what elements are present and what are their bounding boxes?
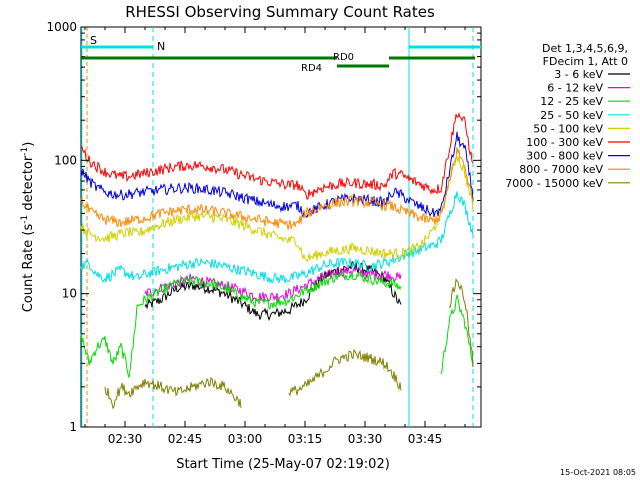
- legend: Det 1,3,4,5,6,9, FDecim 1, Att 0 3 - 6 k…: [505, 42, 630, 190]
- x-tick-label: 02:30: [108, 432, 143, 446]
- series-line: [80, 191, 474, 284]
- y-tick-label: 1: [69, 420, 77, 434]
- annotation-rd4-label: RD4: [301, 63, 322, 74]
- legend-entry-label: 300 - 800 keV: [526, 150, 603, 163]
- footer-timestamp: 15-Oct-2021 08:05: [560, 468, 636, 477]
- series-line: [80, 111, 474, 200]
- x-axis: 02:30 02:45 03:00 03:15 03:30 03:45: [84, 27, 466, 446]
- series-line: [80, 155, 474, 263]
- y-axis: 1 10 100 1000: [46, 20, 481, 434]
- legend-entry-label: 50 - 100 keV: [533, 122, 603, 135]
- event-markers: [81, 27, 474, 427]
- legend-entry-label: 100 - 300 keV: [526, 136, 603, 149]
- annotation-rd0-label: RD0: [333, 52, 354, 63]
- series-300-800-keV: [80, 131, 474, 219]
- series-line: [104, 376, 242, 410]
- series-line: [288, 348, 402, 397]
- y-tick-label: 100: [54, 153, 77, 167]
- y-tick-label: 10: [62, 287, 77, 301]
- legend-entry-label: 6 - 12 keV: [547, 82, 603, 95]
- series-line: [144, 265, 402, 303]
- series-line: [440, 294, 474, 375]
- series-100-300-keV: [80, 111, 474, 200]
- series-800-7000-keV: [80, 147, 474, 230]
- series-line: [80, 147, 474, 230]
- series-layer: [80, 111, 474, 410]
- annotation-n-label: N: [157, 40, 165, 53]
- x-axis-label: Start Time (25-May-07 02:19:02): [176, 457, 390, 472]
- series-line: [80, 270, 402, 378]
- series-3-6-keV: [144, 261, 402, 322]
- y-axis-label: Count Rate (s-1 detector-1): [20, 142, 36, 313]
- y-tick-label: 1000: [46, 20, 77, 34]
- series-7000-15000-keV: [104, 278, 474, 410]
- annotation-s-label: S: [90, 34, 97, 47]
- annotation-layer: S N RD0 RD4: [81, 34, 481, 74]
- series-line: [144, 261, 402, 322]
- legend-entry-label: 800 - 7000 keV: [519, 163, 603, 176]
- legend-header-1: Det 1,3,4,5,6,9,: [542, 42, 628, 55]
- series-25-50-keV: [80, 191, 474, 284]
- x-tick-label: 03:15: [288, 432, 323, 446]
- chart-title: RHESSI Observing Summary Count Rates: [125, 3, 435, 21]
- legend-entry-label: 3 - 6 keV: [554, 68, 603, 81]
- x-tick-label: 02:45: [168, 432, 203, 446]
- series-12-25-keV: [80, 270, 474, 378]
- series-line: [448, 278, 474, 367]
- series-line: [80, 131, 474, 219]
- legend-entry-label: 12 - 25 keV: [540, 95, 603, 108]
- series-6-12-keV: [144, 265, 402, 303]
- x-tick-label: 03:45: [408, 432, 443, 446]
- legend-entry-label: 7000 - 15000 keV: [505, 177, 603, 190]
- series-50-100-keV: [80, 155, 474, 263]
- x-tick-label: 03:30: [348, 432, 383, 446]
- legend-header-2: FDecim 1, Att 0: [543, 55, 628, 68]
- legend-entry-label: 25 - 50 keV: [540, 109, 603, 122]
- x-tick-label: 03:00: [228, 432, 263, 446]
